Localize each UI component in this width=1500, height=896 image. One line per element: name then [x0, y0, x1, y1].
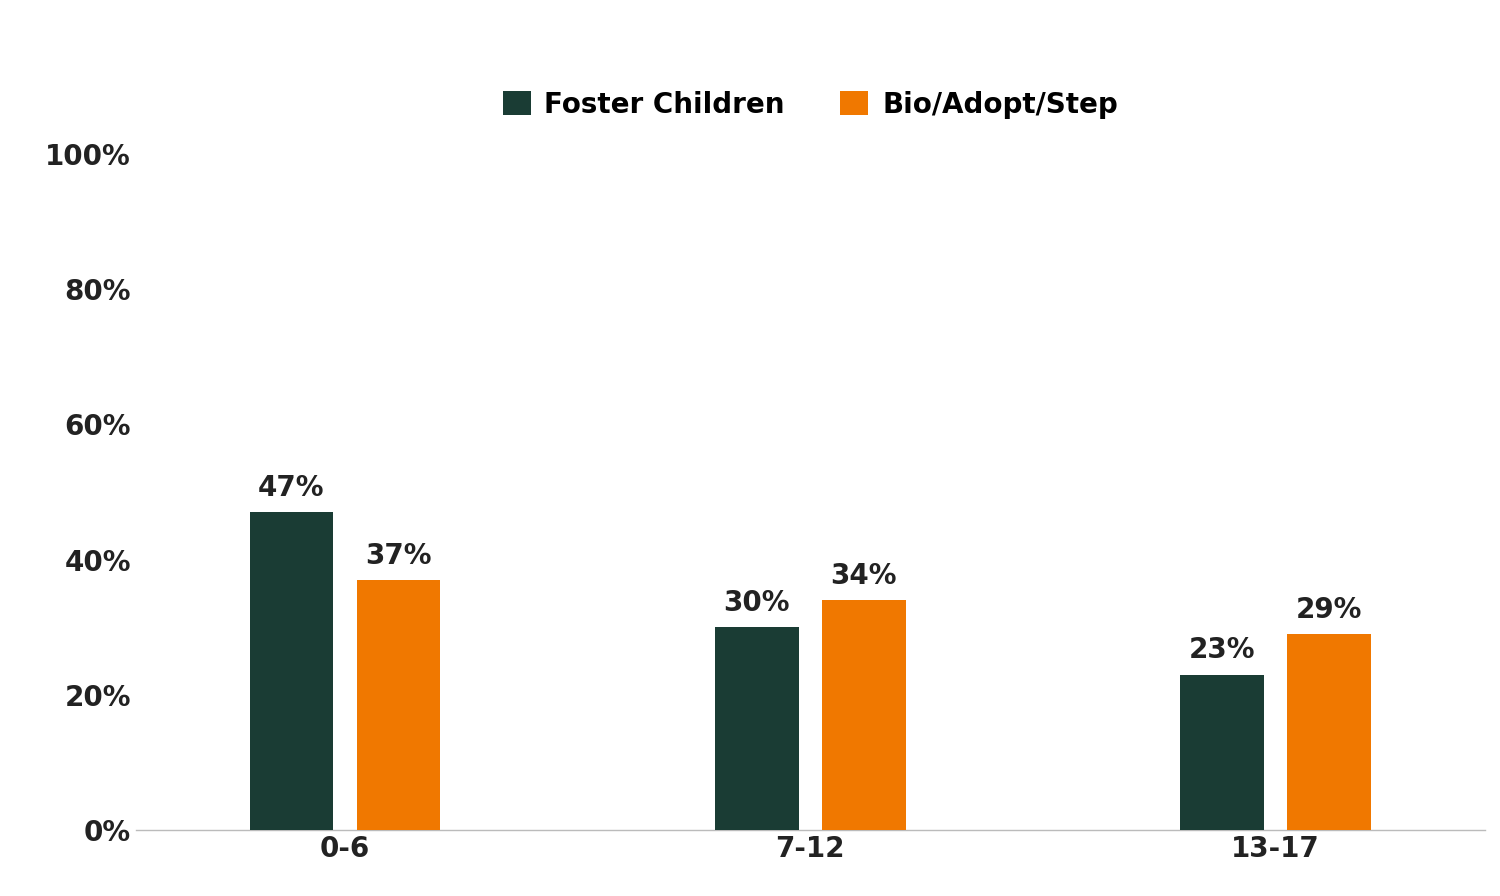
Bar [716, 627, 798, 831]
Text: 30%: 30% [723, 589, 790, 617]
Text: 47%: 47% [258, 474, 324, 502]
Text: 37%: 37% [366, 542, 432, 570]
Bar [822, 600, 906, 831]
Text: 29%: 29% [1296, 596, 1362, 624]
Bar [357, 580, 441, 831]
Bar [1287, 634, 1371, 831]
Bar [249, 513, 333, 831]
Legend: Foster Children, Bio/Adopt/Step: Foster Children, Bio/Adopt/Step [492, 80, 1130, 130]
Text: 23%: 23% [1190, 636, 1256, 665]
Bar [1180, 675, 1264, 831]
Text: 34%: 34% [831, 562, 897, 590]
